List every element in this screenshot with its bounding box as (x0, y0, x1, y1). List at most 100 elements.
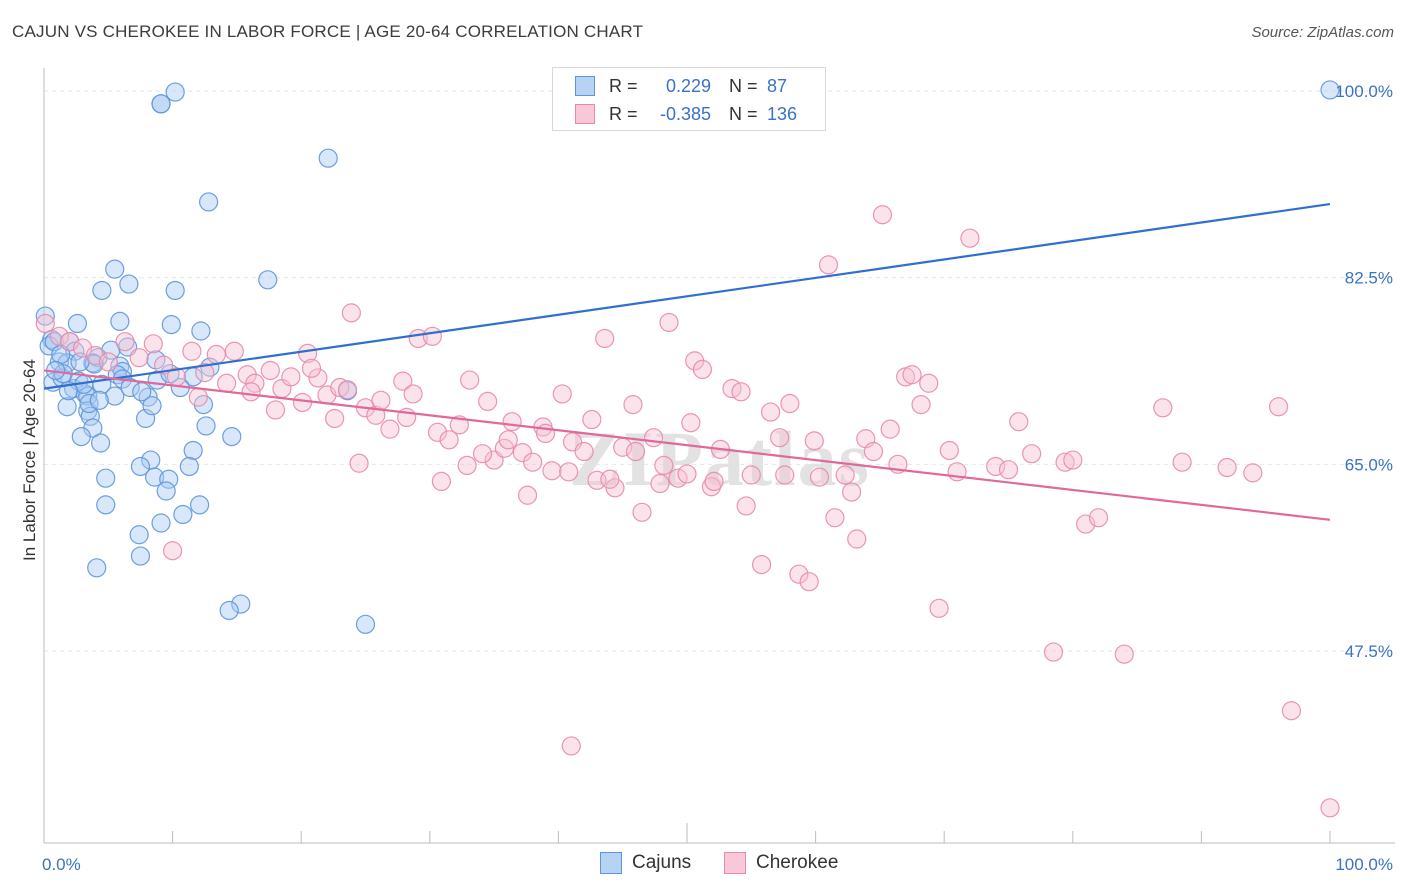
cherokee-point (561, 736, 581, 756)
cherokee-point (643, 428, 664, 448)
cherokee-point (502, 412, 522, 432)
cajun-point (144, 467, 165, 487)
cherokee-point (760, 402, 781, 422)
cherokee-point (265, 400, 286, 420)
cherokee-point (460, 370, 480, 390)
cherokee-point (512, 443, 532, 463)
x-tick-label: 100.0% (1335, 855, 1393, 874)
r-label: R = (609, 75, 638, 96)
cajun-point (179, 456, 199, 477)
cherokee-point (35, 313, 55, 334)
cajun-point (159, 469, 179, 489)
trend-lines (43, 202, 1331, 521)
cajun-point (119, 274, 139, 294)
cajun-point (92, 280, 112, 301)
cajun-point (222, 427, 242, 447)
cherokee-point (449, 415, 469, 435)
cherokee-point (625, 441, 646, 462)
cherokee-point (880, 419, 900, 439)
cherokee-point (692, 359, 713, 379)
cherokee-point (431, 471, 451, 491)
cajun-point (120, 377, 140, 398)
stats-legend: R = 0.229 N = 87 R = -0.385 N = 136 (552, 67, 826, 131)
cherokee-point (939, 440, 959, 461)
cajun-point (78, 386, 98, 406)
cherokee-point (863, 441, 884, 462)
y-tick-label: 65.0% (1345, 455, 1393, 474)
series-legend: Cajuns Cherokee (0, 852, 1406, 878)
cajun-point (130, 546, 151, 566)
cherokee-point (457, 455, 477, 475)
cajun-point (69, 371, 89, 391)
axis-labels: 47.5% 65.0% 82.5% 100.0% 0.0% 100.0% (42, 82, 1393, 874)
cherokee-points (35, 205, 1340, 818)
cherokee-point (998, 460, 1019, 480)
cajun-points (35, 80, 1340, 634)
legend-row-cherokee: R = -0.385 N = 136 (575, 102, 797, 126)
cherokee-point (842, 482, 862, 502)
cherokee-point (349, 453, 369, 473)
cherokee-point (659, 312, 679, 333)
cherokee-point (241, 382, 261, 402)
cajun-point (156, 481, 176, 501)
cajun-point (231, 594, 251, 614)
cherokee-point (153, 355, 174, 375)
cherokee-point (380, 419, 400, 439)
cherokee-point (872, 205, 893, 225)
cherokee-point (704, 471, 724, 491)
cherokee-point (1055, 452, 1075, 472)
cajun-trend-line (43, 202, 1331, 390)
y-tick-label: 47.5% (1345, 642, 1393, 661)
cajun-point (151, 513, 171, 533)
cherokee-point (1320, 798, 1340, 818)
cherokee-point (217, 373, 237, 393)
cajun-point (129, 525, 149, 545)
cherokee-point (182, 341, 202, 361)
cherokee-point (1009, 412, 1029, 432)
cherokee-point (623, 395, 643, 415)
cherokee-point (1281, 701, 1302, 721)
cherokee-point (330, 377, 350, 398)
cajun-point (173, 504, 193, 525)
n-label: N = (729, 75, 758, 96)
cherokee-point (654, 455, 674, 475)
cherokee-point (595, 328, 615, 349)
cherokee-point (1217, 457, 1237, 478)
legend-item-cajuns: Cajuns (600, 852, 691, 874)
n-label: N = (729, 103, 758, 124)
cajun-point (105, 386, 125, 406)
cherokee-point (206, 344, 226, 365)
source-label: Source: ZipAtlas.com (1251, 24, 1394, 41)
cherokee-point (366, 405, 386, 425)
cherokee-point (115, 332, 135, 352)
r-label: R = (609, 103, 638, 124)
cherokee-point (582, 409, 602, 430)
cajun-point (196, 416, 216, 436)
cajun-point (219, 600, 239, 621)
cajun-point (190, 495, 210, 515)
cherokee-point (775, 465, 795, 485)
cherokee-point (559, 462, 579, 482)
cajun-point (89, 390, 109, 410)
n-value: 87 (767, 75, 788, 96)
cherokee-point (818, 255, 839, 275)
cherokee-point (281, 367, 301, 387)
cajun-point (96, 495, 116, 515)
cherokee-point (929, 598, 949, 618)
cherokee-point (668, 468, 688, 488)
legend-label-cajuns: Cajuns (632, 852, 692, 873)
cajun-point (355, 614, 376, 634)
cherokee-point (439, 430, 459, 450)
cherokee-point (337, 380, 358, 400)
cajun-point (90, 433, 111, 453)
cherokee-point (780, 393, 800, 414)
cherokee-point (1243, 463, 1263, 483)
cajun-point (67, 313, 88, 334)
cajun-point (101, 340, 121, 360)
cherokee-point (600, 469, 620, 489)
cherokee-point (292, 392, 313, 413)
r-value: 0.229 (665, 75, 711, 96)
cajun-point (199, 192, 219, 212)
cajun-point (79, 393, 99, 414)
